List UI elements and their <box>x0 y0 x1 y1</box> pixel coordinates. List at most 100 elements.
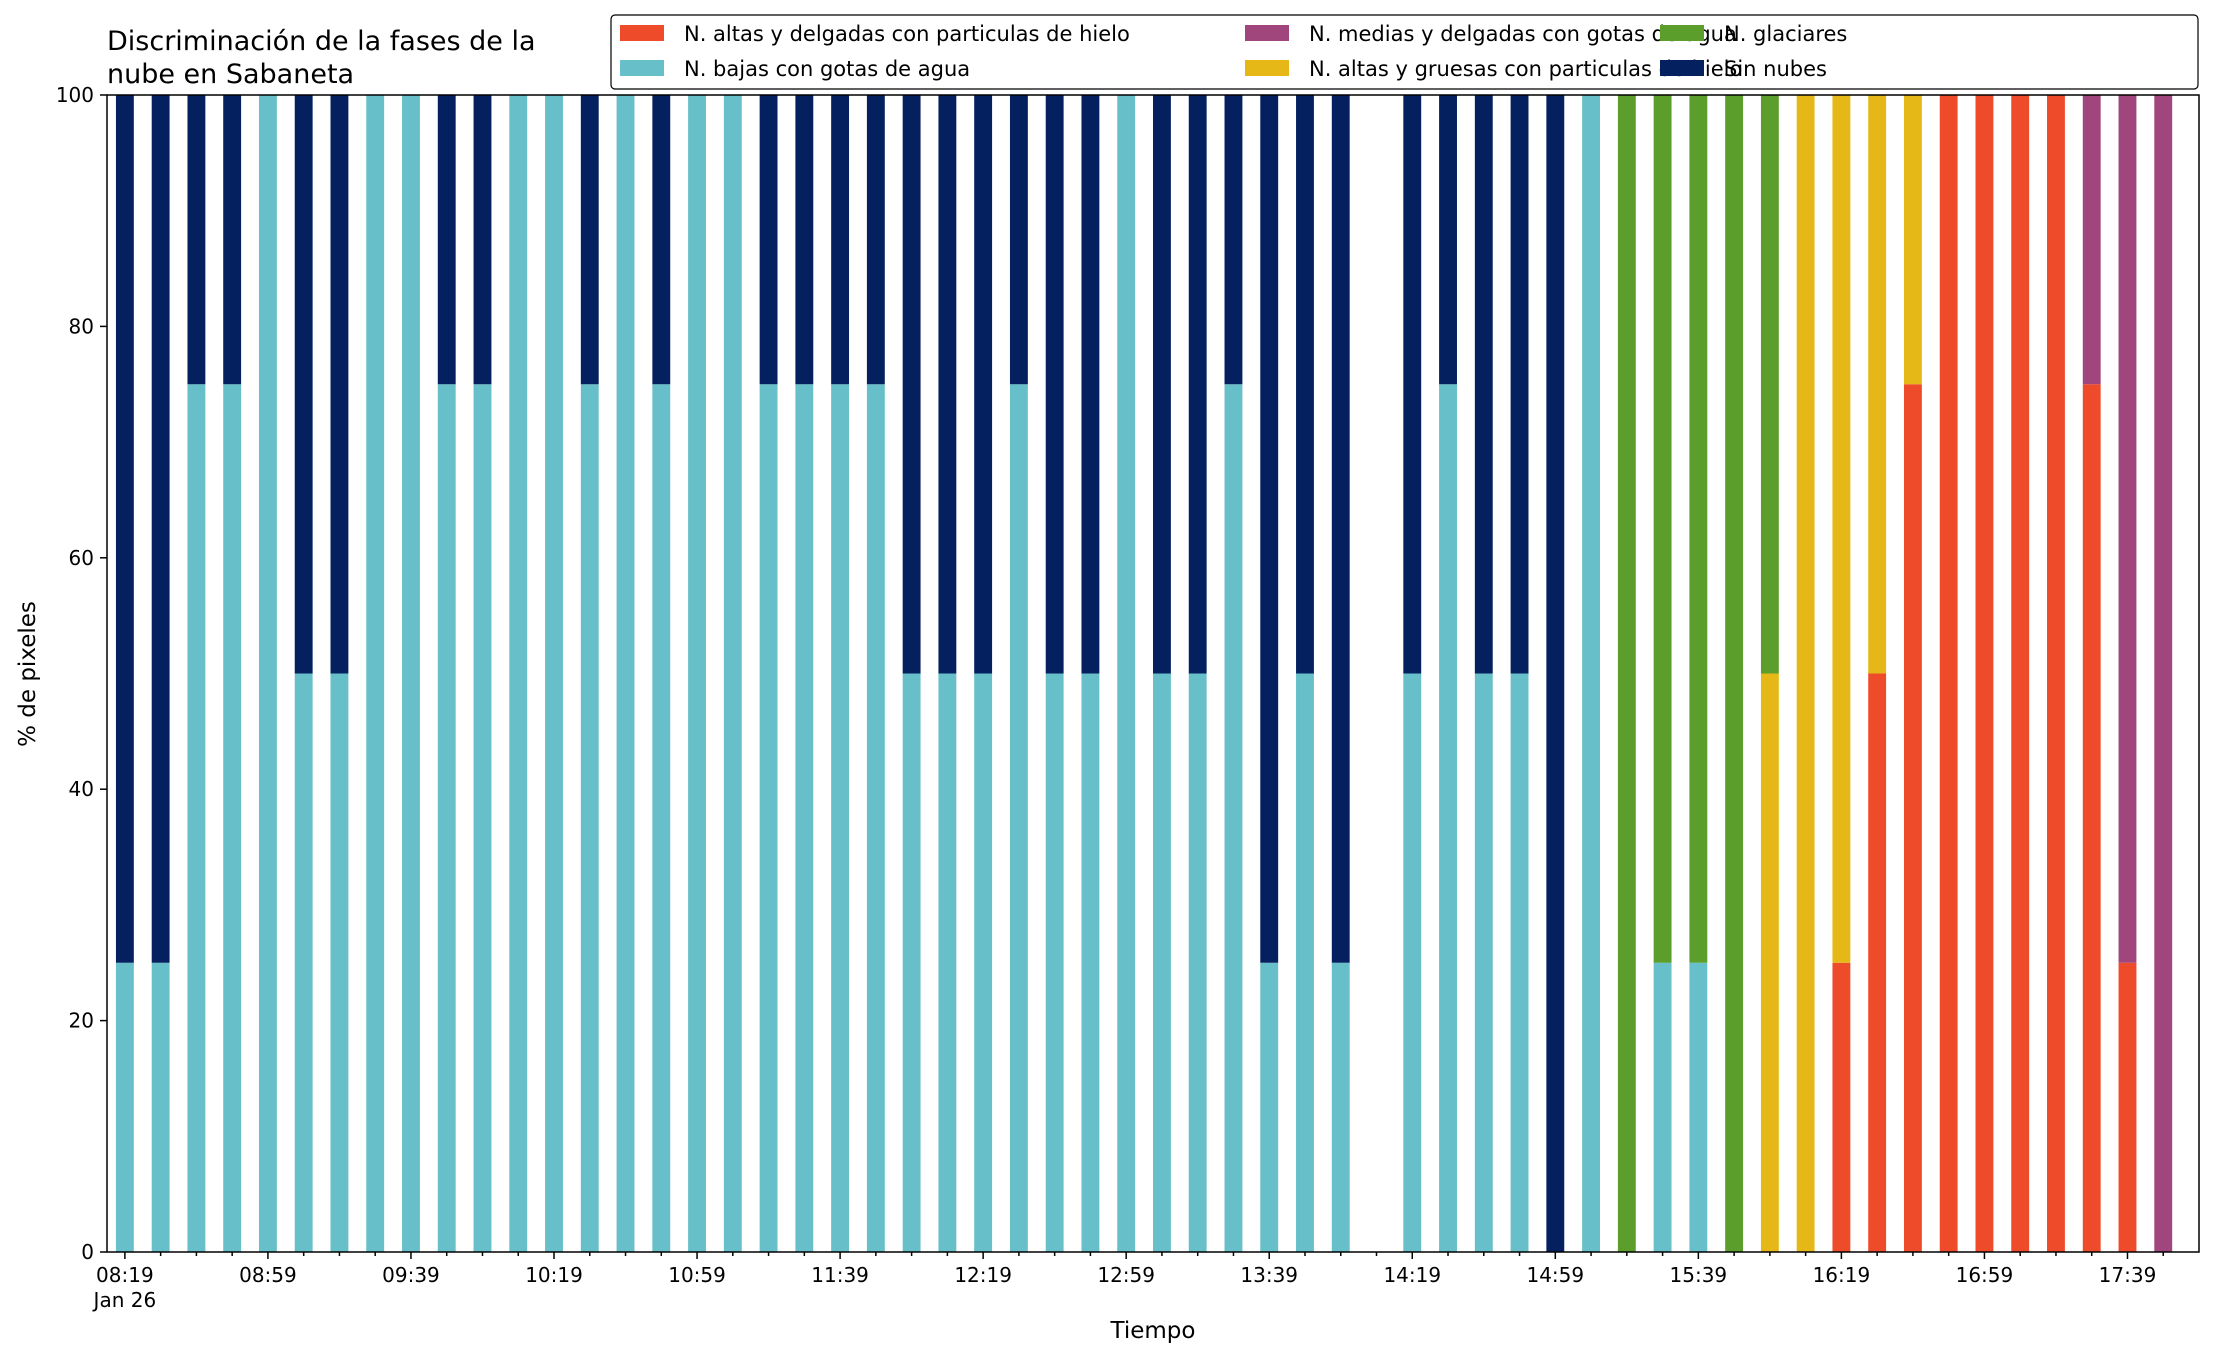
bar-segment <box>938 95 957 674</box>
bar-segment <box>902 95 921 674</box>
x-tick-label: 17:39 <box>2099 1263 2157 1287</box>
bar-segment <box>330 95 349 674</box>
bar-segment <box>330 673 349 1252</box>
bar-segment <box>1510 673 1529 1252</box>
bar-segment <box>1975 95 1994 1252</box>
bar-segment <box>1617 95 1636 1252</box>
bar-segment <box>1153 673 1171 1252</box>
bar-segment <box>1796 95 1815 1252</box>
plot-frame <box>106 94 2200 1253</box>
bar-segment <box>1832 95 1851 963</box>
bar-segment <box>2118 95 2137 963</box>
x-tick-sublabel: Jan 26 <box>92 1288 157 1312</box>
bar-segment <box>795 95 814 385</box>
bar-segment <box>187 384 206 1252</box>
bar-segment <box>366 95 385 1252</box>
bar-segment <box>473 95 492 385</box>
bar-segment <box>759 95 778 385</box>
bar-segment <box>938 673 957 1252</box>
bar-segment <box>831 384 850 1252</box>
bar-segment <box>1045 673 1064 1252</box>
bar-segment <box>1153 95 1171 674</box>
bar-segment <box>652 384 671 1252</box>
y-axis-label: % de pixeles <box>15 601 41 747</box>
x-tick-label: 09:39 <box>382 1263 440 1287</box>
bar-segment <box>1689 962 1708 1252</box>
bar-segment <box>509 95 528 1252</box>
bar-segment <box>1260 95 1279 963</box>
bar-segment <box>294 95 313 674</box>
legend-swatch <box>620 25 664 41</box>
bar-segment <box>1474 673 1493 1252</box>
bar-segment <box>1224 95 1243 385</box>
bar-segment <box>1868 95 1887 674</box>
bar-segment <box>1081 673 1100 1252</box>
bar-segment <box>2047 95 2065 1252</box>
chart-title-line-2: nube en Sabaneta <box>107 59 354 90</box>
bar-segment <box>1439 384 1457 1252</box>
bar-segment <box>223 384 242 1252</box>
bar-segment <box>1474 95 1493 674</box>
bar-segment <box>1689 95 1708 963</box>
x-tick-label: 16:59 <box>1956 1263 2014 1287</box>
bar-segment <box>759 384 778 1252</box>
legend-swatch <box>1660 60 1704 76</box>
bar-segment <box>1403 673 1422 1252</box>
y-axis: 0 20 40 60 80 100 <box>56 83 107 1264</box>
legend-label: N. bajas con gotas de agua <box>684 57 970 81</box>
bar-segment <box>473 384 492 1252</box>
bar-segment <box>1903 95 1922 385</box>
x-tick-label: 12:19 <box>954 1263 1012 1287</box>
bar-segment <box>1009 95 1028 385</box>
bar-segment <box>831 95 850 385</box>
x-tick-label: 16:19 <box>1813 1263 1871 1287</box>
bar-segment <box>723 95 742 1252</box>
bar-segment <box>1546 95 1565 1252</box>
bar-segment <box>1653 962 1672 1252</box>
legend-swatch <box>1660 25 1704 41</box>
legend-swatch <box>620 60 664 76</box>
bar-segment <box>1045 95 1064 674</box>
bar-segment <box>2011 95 2030 1252</box>
bar-segment <box>1331 95 1350 963</box>
bar-segment <box>294 673 313 1252</box>
legend-label: N. altas y delgadas con particulas de hi… <box>684 22 1130 46</box>
bar-segment <box>151 962 170 1252</box>
bar-segment <box>1760 673 1779 1252</box>
bar-segment <box>402 95 420 1252</box>
bar-segment <box>223 95 242 385</box>
x-tick-label: 08:59 <box>239 1263 297 1287</box>
x-axis-label: Tiempo <box>1110 1318 1196 1344</box>
bar-segment <box>1582 95 1601 1252</box>
bar-segment <box>1903 384 1922 1252</box>
bar-segment <box>1510 95 1529 674</box>
bar-segment <box>1725 95 1744 1252</box>
bar-segment <box>115 962 134 1252</box>
bar-segment <box>866 95 885 385</box>
y-tick-label: 20 <box>69 1009 94 1033</box>
bar-segment <box>1296 95 1314 674</box>
bar-segment <box>2082 95 2101 385</box>
x-tick-label: 13:39 <box>1240 1263 1298 1287</box>
chart-title-line-1: Discriminación de la fases de la <box>107 26 536 57</box>
bar-segment <box>902 673 921 1252</box>
y-tick-label: 0 <box>81 1240 94 1264</box>
bar-segment <box>1653 95 1672 963</box>
bar-segment <box>437 384 456 1252</box>
bars-group <box>115 95 2173 1252</box>
bar-segment <box>1939 95 1958 1252</box>
y-tick-label: 80 <box>69 314 94 338</box>
bar-segment <box>688 95 706 1252</box>
y-tick-label: 60 <box>69 546 94 570</box>
bar-segment <box>1009 384 1028 1252</box>
bar-segment <box>1081 95 1100 674</box>
bar-segment <box>580 95 599 385</box>
legend-label: Sin nubes <box>1724 57 1827 81</box>
legend-label: N. glaciares <box>1724 22 1847 46</box>
bar-segment <box>1296 673 1314 1252</box>
bar-segment <box>1439 95 1457 385</box>
x-tick-label: 14:59 <box>1526 1263 1584 1287</box>
x-tick-label: 12:59 <box>1097 1263 1155 1287</box>
x-tick-label: 11:39 <box>811 1263 869 1287</box>
